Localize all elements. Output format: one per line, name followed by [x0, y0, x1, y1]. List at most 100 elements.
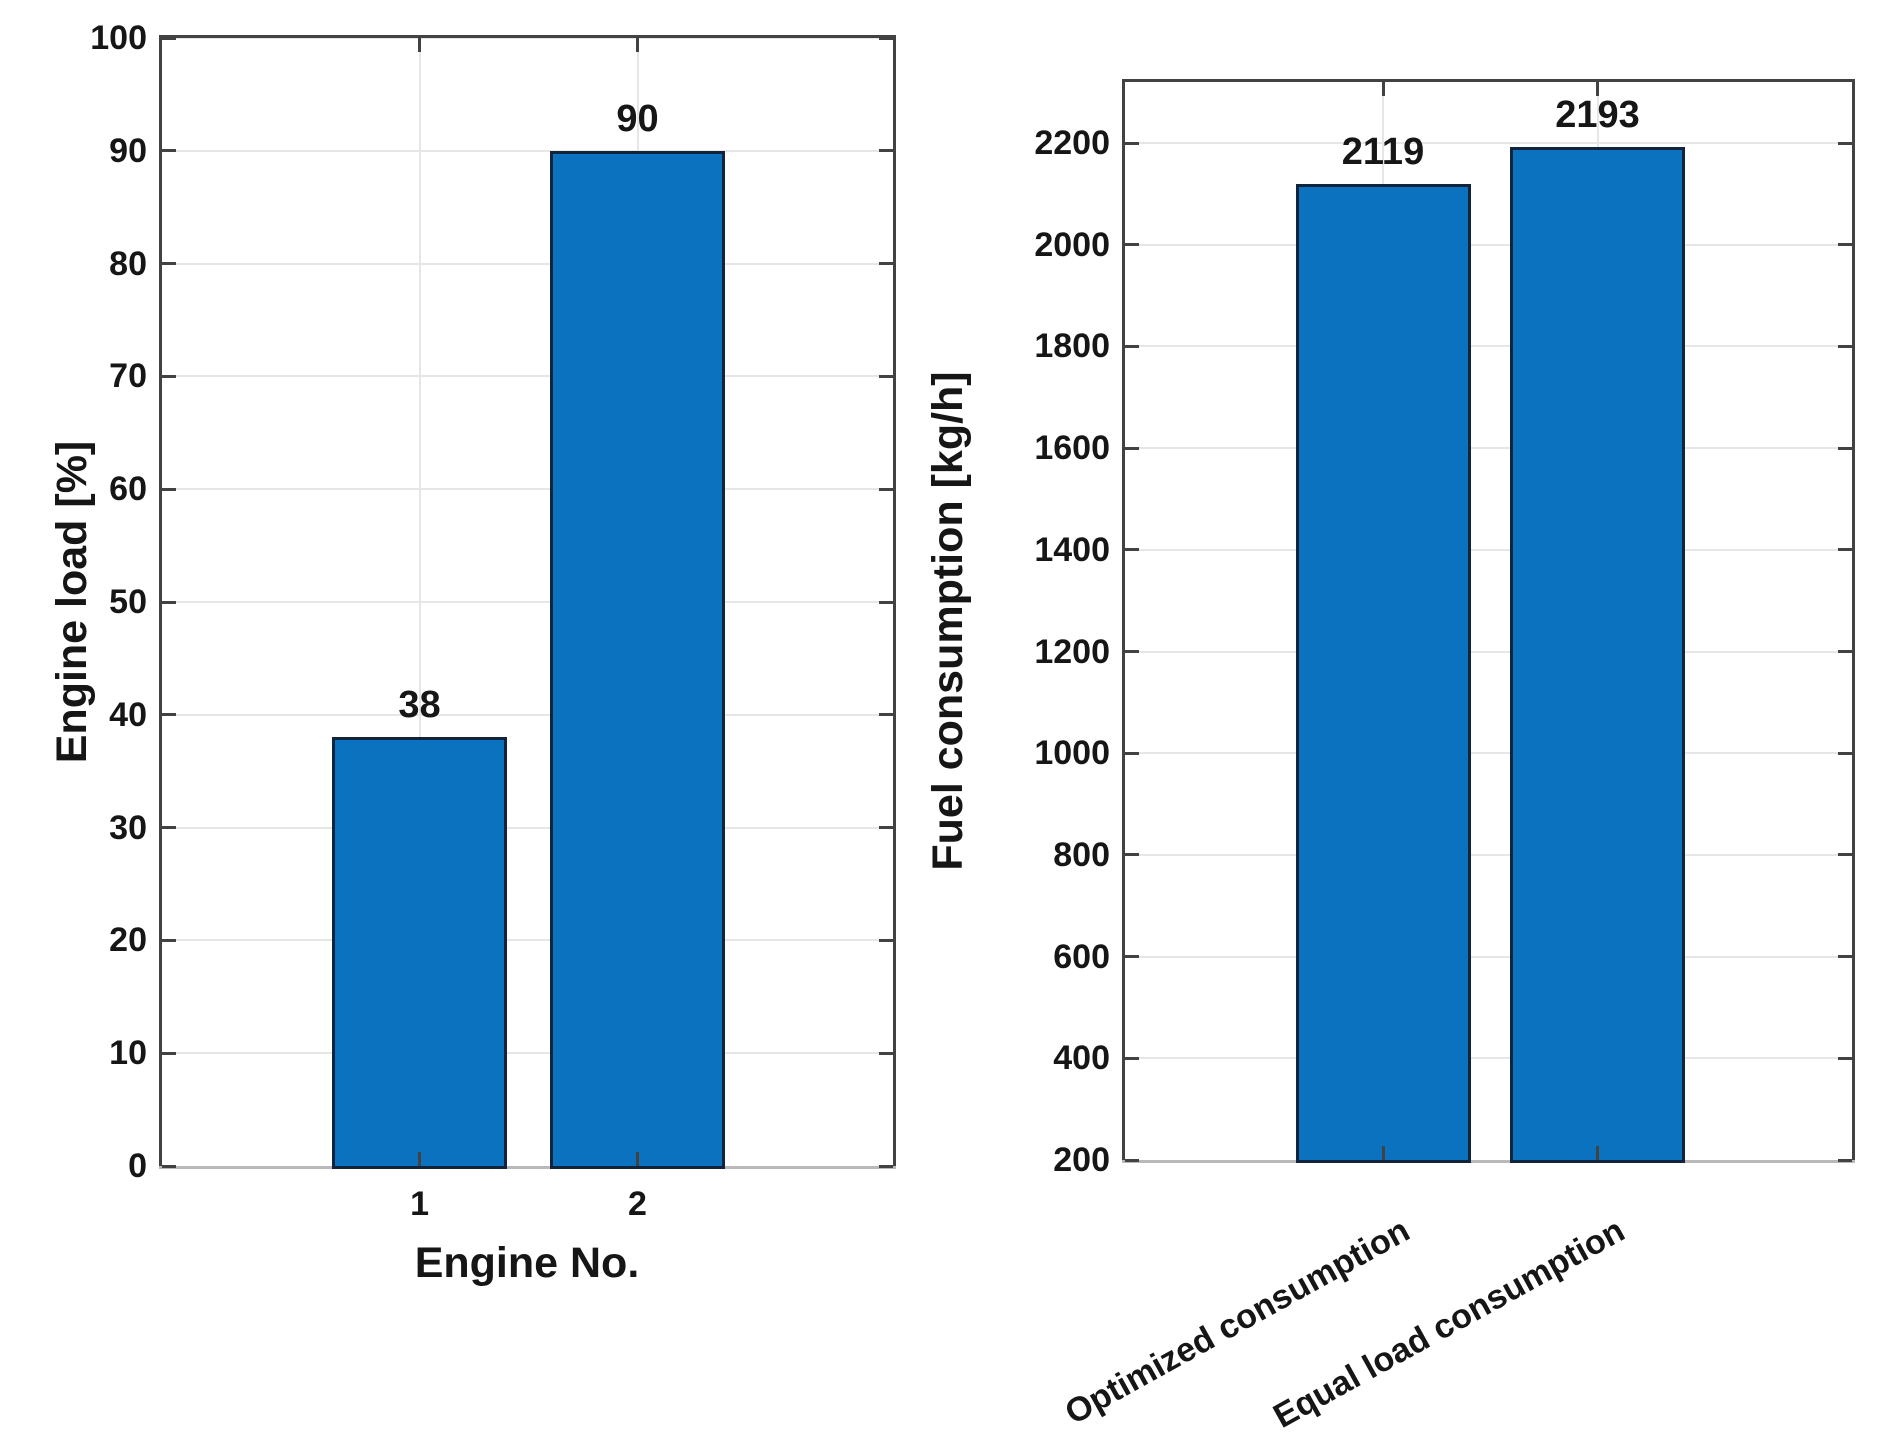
- y-tick-mark: [1125, 141, 1139, 145]
- x-category-label: Optimized consumption: [1058, 1211, 1416, 1433]
- x-tick-mark: [418, 38, 422, 52]
- y-tick-mark: [879, 1051, 893, 1055]
- h-gridline: [1125, 853, 1852, 856]
- y-tick-label: 1600: [1034, 429, 1110, 468]
- h-gridline: [162, 149, 893, 152]
- x-tick-mark: [1381, 82, 1385, 96]
- h-gridline: [1125, 752, 1852, 755]
- y-tick-label: 200: [1053, 1141, 1110, 1179]
- h-gridline: [1125, 142, 1852, 145]
- h-gridline: [1125, 243, 1852, 246]
- y-tick-mark: [162, 713, 176, 717]
- x-tick-mark: [418, 1152, 422, 1166]
- y-tick-mark: [1838, 243, 1852, 247]
- y-tick-mark: [1838, 344, 1852, 348]
- y-tick-mark: [879, 374, 893, 378]
- y-tick-mark: [1125, 344, 1139, 348]
- y-tick-mark: [162, 826, 176, 830]
- y-tick-label: 1800: [1034, 327, 1110, 366]
- y-tick-label: 70: [109, 357, 147, 396]
- bar-value-label: 90: [616, 97, 659, 140]
- y-tick-label: 60: [109, 470, 147, 509]
- y-axis-label-text: Engine load [%]: [48, 440, 96, 764]
- x-tick-mark: [636, 1152, 639, 1166]
- x-tick-mark: [1596, 82, 1600, 96]
- y-tick-mark: [162, 600, 176, 604]
- y-tick-label: 2000: [1034, 225, 1110, 264]
- y-tick-label: 400: [1053, 1039, 1110, 1078]
- y-tick-label: 80: [109, 244, 147, 283]
- h-gridline: [162, 939, 893, 942]
- h-gridline: [162, 37, 893, 39]
- y-tick-mark: [162, 1051, 176, 1055]
- y-tick-mark: [1838, 955, 1852, 959]
- y-tick-label: 90: [109, 131, 147, 170]
- y-tick-mark: [879, 149, 893, 153]
- y-tick-mark: [1125, 548, 1139, 552]
- y-tick-mark: [879, 262, 893, 266]
- bar-optimized-consumption: [1295, 184, 1471, 1163]
- y-tick-label: 20: [109, 921, 147, 960]
- y-tick-mark: [1125, 650, 1139, 653]
- bar-2: [550, 150, 725, 1169]
- y-tick-mark: [1838, 548, 1852, 552]
- h-gridline: [162, 713, 893, 716]
- y-tick-label: 1200: [1034, 632, 1110, 671]
- h-gridline: [1125, 650, 1852, 653]
- y-tick-label: 2200: [1034, 124, 1110, 163]
- y-tick-label: 40: [109, 695, 147, 734]
- y-tick-mark: [1125, 1056, 1139, 1060]
- bar-value-label: 2119: [1341, 131, 1425, 174]
- bar-equal-load-consumption: [1510, 146, 1686, 1163]
- x-tick-label: 2: [628, 1185, 647, 1223]
- y-tick-mark: [162, 149, 176, 153]
- h-gridline: [1125, 548, 1852, 551]
- h-gridline: [162, 601, 893, 603]
- y-tick-mark: [879, 938, 893, 942]
- y-tick-mark: [879, 600, 893, 604]
- h-gridline: [162, 488, 893, 491]
- y-tick-mark: [1838, 853, 1852, 857]
- bar-value-label: 38: [398, 684, 441, 727]
- y-tick-mark: [1838, 751, 1852, 755]
- h-gridline: [1125, 447, 1852, 450]
- y-tick-mark: [1838, 446, 1852, 450]
- y-tick-mark: [1125, 1158, 1139, 1162]
- y-tick-mark: [879, 713, 893, 717]
- plot-frame: [1122, 79, 1855, 1160]
- y-tick-label: 0: [128, 1147, 147, 1185]
- y-tick-mark: [1125, 446, 1139, 450]
- y-tick-mark: [1125, 751, 1139, 755]
- h-gridline: [162, 375, 893, 378]
- y-tick-label: 10: [109, 1034, 147, 1073]
- h-gridline: [162, 1052, 893, 1055]
- y-tick-label: 50: [109, 583, 147, 621]
- y-tick-mark: [1125, 243, 1139, 247]
- h-gridline: [162, 262, 893, 265]
- y-tick-mark: [162, 487, 176, 491]
- y-tick-mark: [879, 487, 893, 491]
- h-gridline: [1125, 1057, 1852, 1060]
- y-tick-mark: [1838, 1158, 1852, 1162]
- y-tick-mark: [1838, 650, 1852, 653]
- h-gridline: [1125, 345, 1852, 348]
- y-tick-label: 100: [90, 19, 147, 57]
- y-tick-label: 800: [1053, 835, 1110, 874]
- y-tick-mark: [162, 36, 176, 40]
- y-tick-mark: [162, 1164, 176, 1168]
- x-tick-label: 1: [410, 1185, 429, 1223]
- y-tick-label: 1000: [1034, 734, 1110, 773]
- y-tick-label: 600: [1053, 937, 1110, 976]
- y-tick-mark: [162, 374, 176, 378]
- y-tick-mark: [1125, 853, 1139, 857]
- bar-1: [332, 737, 508, 1169]
- y-tick-mark: [162, 262, 176, 266]
- x-tick-mark: [1596, 1146, 1600, 1160]
- y-tick-mark: [162, 938, 176, 942]
- y-tick-mark: [1838, 1056, 1852, 1060]
- x-tick-mark: [1381, 1146, 1385, 1160]
- y-tick-mark: [879, 826, 893, 830]
- y-tick-label: 1400: [1034, 530, 1110, 569]
- bar-value-label: 2193: [1555, 93, 1640, 136]
